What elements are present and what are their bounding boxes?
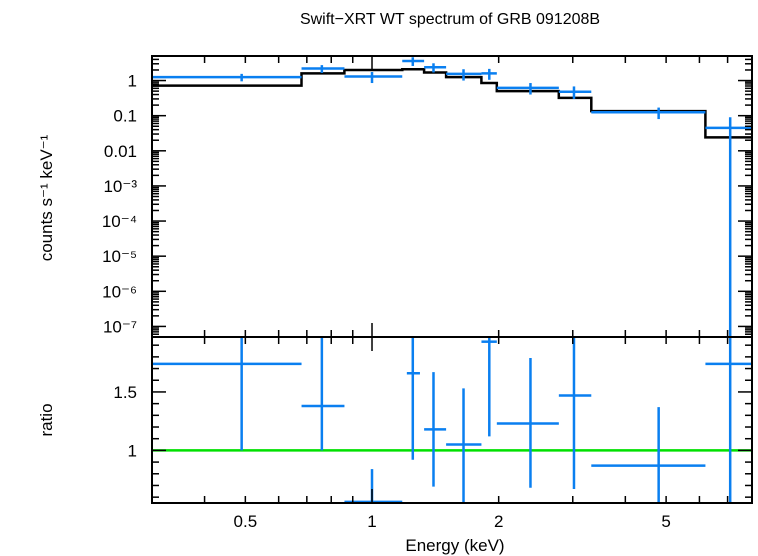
bottom-frame [151, 336, 753, 504]
bottom-y-tick-label: 1 [128, 441, 137, 460]
top-y-tick-label: 0.01 [104, 142, 137, 161]
ratio-data-point [301, 337, 345, 451]
top-y-tick-label: 0.1 [113, 107, 137, 126]
top-data-point [481, 68, 497, 80]
top-data-point [152, 73, 302, 82]
x-axis-label: Energy (keV) [405, 536, 504, 555]
top-panel: 1 0.1 0.01 10⁻³ 10⁻⁴ 10⁻⁵ 10⁻⁶ 10⁻⁷ [102, 55, 753, 338]
ratio-data-point [558, 337, 592, 489]
x-tick-label: 5 [661, 512, 670, 531]
top-data-point [344, 72, 403, 84]
ratio-data-point [496, 358, 559, 488]
ratio-data-point [424, 372, 447, 487]
top-data-point [424, 63, 447, 73]
x-tick-label: 2 [494, 512, 503, 531]
bottom-panel: 0.5 1 2 5 1 1.5 [113, 56, 753, 531]
bottom-y-tick-label: 1.5 [113, 383, 137, 402]
bottom-y-axis-label: ratio [37, 403, 56, 436]
ratio-data-point [152, 337, 302, 451]
top-plot-area [152, 57, 752, 337]
ratio-data-point [591, 407, 706, 503]
top-frame [151, 55, 753, 338]
top-data-point [591, 107, 706, 120]
ratio-data-point [705, 337, 752, 503]
x-tick-label: 1 [367, 512, 376, 531]
top-data-point [301, 65, 345, 73]
top-y-tick-label: 10⁻⁴ [102, 212, 137, 231]
top-y-tick-label: 1 [128, 72, 137, 91]
chart-title: Swift−XRT WT spectrum of GRB 091208B [300, 11, 600, 28]
bottom-plot-area [152, 337, 752, 503]
top-data-point [558, 86, 592, 99]
ratio-data-point [481, 337, 497, 437]
x-tick-label: 0.5 [234, 512, 258, 531]
ratio-data-point [446, 388, 482, 503]
top-data-point [402, 57, 425, 66]
top-data-point [496, 83, 559, 95]
ratio-data-point [406, 337, 420, 460]
top-y-tick-label: 10⁻⁶ [102, 282, 137, 301]
top-y-tick-label: 10⁻³ [103, 177, 137, 196]
top-data-point [446, 69, 482, 81]
top-y-tick-label: 10⁻⁵ [102, 247, 137, 266]
top-data-point [705, 117, 752, 337]
top-y-axis-label: counts s⁻¹ keV⁻¹ [37, 134, 56, 261]
top-y-tick-label: 10⁻⁷ [103, 317, 137, 336]
